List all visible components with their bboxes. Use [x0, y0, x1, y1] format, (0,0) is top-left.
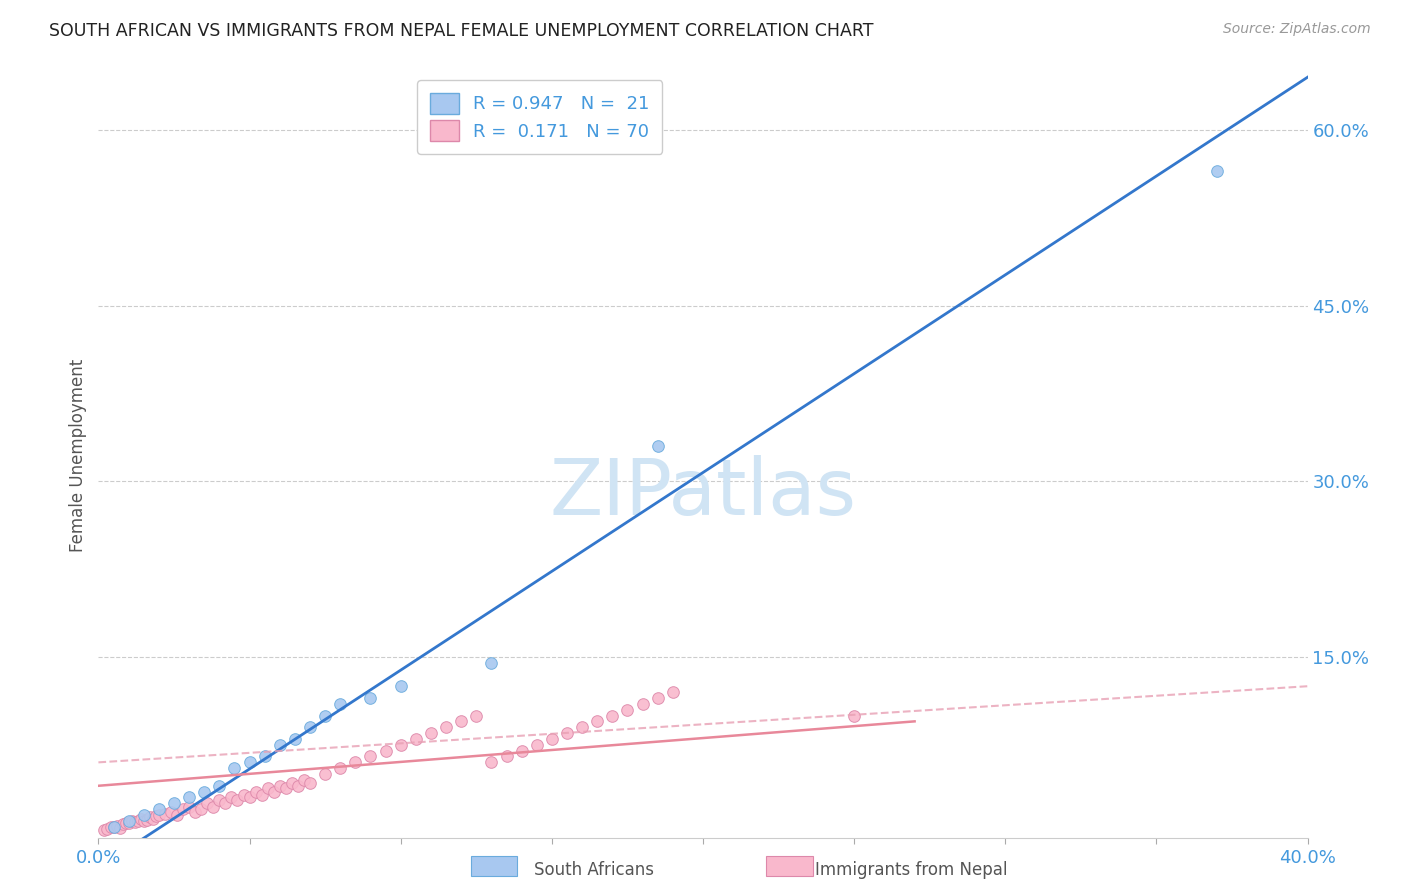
Point — [374, 744, 396, 758]
Point — [100, 820, 122, 834]
Point — [179, 800, 201, 814]
Point — [135, 813, 157, 827]
Point — [360, 690, 382, 705]
Point — [163, 797, 186, 811]
Point — [208, 779, 231, 793]
Point — [108, 821, 131, 835]
Point — [495, 749, 517, 764]
Point — [647, 439, 669, 453]
Point — [360, 749, 382, 764]
Point — [184, 805, 207, 819]
Legend: R = 0.947   N =  21, R =  0.171   N = 70: R = 0.947 N = 21, R = 0.171 N = 70 — [418, 80, 662, 153]
Text: South Africans: South Africans — [534, 861, 654, 879]
Point — [221, 790, 243, 805]
Point — [132, 808, 155, 822]
Point — [292, 772, 315, 787]
Point — [232, 788, 254, 802]
Point — [148, 802, 170, 816]
Point — [103, 820, 125, 834]
Point — [420, 726, 443, 740]
Point — [526, 738, 548, 752]
Point — [132, 814, 155, 828]
Point — [226, 793, 249, 807]
Point — [202, 800, 225, 814]
Point — [263, 784, 285, 798]
Point — [195, 797, 218, 811]
Point — [844, 708, 866, 723]
Point — [224, 761, 246, 775]
Point — [179, 790, 201, 805]
Point — [281, 776, 304, 790]
Point — [208, 793, 231, 807]
Point — [434, 720, 457, 734]
Point — [142, 812, 165, 826]
Point — [602, 708, 624, 723]
Point — [256, 781, 278, 796]
Point — [172, 802, 194, 816]
Point — [405, 731, 427, 746]
FancyBboxPatch shape — [471, 856, 517, 876]
Point — [121, 814, 143, 828]
Point — [93, 823, 115, 838]
Y-axis label: Female Unemployment: Female Unemployment — [69, 359, 87, 551]
Point — [299, 720, 322, 734]
Point — [287, 779, 309, 793]
Point — [616, 703, 638, 717]
Point — [250, 788, 273, 802]
Text: Immigrants from Nepal: Immigrants from Nepal — [815, 861, 1008, 879]
Point — [166, 808, 188, 822]
Point — [148, 808, 170, 822]
Point — [153, 806, 176, 821]
Point — [139, 810, 162, 824]
Point — [111, 817, 134, 831]
Point — [344, 756, 367, 770]
Point — [299, 776, 322, 790]
Point — [389, 738, 412, 752]
Point — [269, 779, 291, 793]
Point — [129, 812, 152, 826]
Point — [586, 714, 609, 729]
Point — [661, 685, 683, 699]
Text: SOUTH AFRICAN VS IMMIGRANTS FROM NEPAL FEMALE UNEMPLOYMENT CORRELATION CHART: SOUTH AFRICAN VS IMMIGRANTS FROM NEPAL F… — [49, 22, 873, 40]
Point — [96, 822, 118, 836]
Point — [269, 738, 291, 752]
Point — [114, 816, 136, 830]
Point — [239, 756, 262, 770]
Point — [118, 816, 141, 830]
Point — [329, 761, 352, 775]
Point — [214, 797, 236, 811]
Point — [127, 814, 149, 828]
Point — [145, 809, 167, 823]
Point — [118, 814, 141, 828]
Point — [103, 820, 125, 834]
Point — [284, 731, 307, 746]
Point — [647, 690, 669, 705]
Point — [253, 749, 276, 764]
Point — [1206, 164, 1229, 178]
Point — [540, 731, 562, 746]
Point — [193, 784, 215, 798]
FancyBboxPatch shape — [766, 856, 813, 876]
Point — [631, 697, 654, 711]
Point — [450, 714, 472, 729]
Point — [105, 819, 128, 833]
Point — [389, 679, 412, 693]
Point — [510, 744, 533, 758]
Point — [160, 805, 183, 819]
Point — [314, 708, 336, 723]
Point — [571, 720, 593, 734]
Point — [465, 708, 488, 723]
Point — [274, 781, 297, 796]
Point — [481, 656, 503, 670]
Text: ZIPatlas: ZIPatlas — [550, 455, 856, 532]
Point — [555, 726, 578, 740]
Point — [481, 756, 503, 770]
Point — [314, 767, 336, 781]
Text: Source: ZipAtlas.com: Source: ZipAtlas.com — [1223, 22, 1371, 37]
Point — [329, 697, 352, 711]
Point — [245, 784, 267, 798]
Point — [190, 802, 212, 816]
Point — [124, 815, 146, 830]
Point — [239, 790, 262, 805]
